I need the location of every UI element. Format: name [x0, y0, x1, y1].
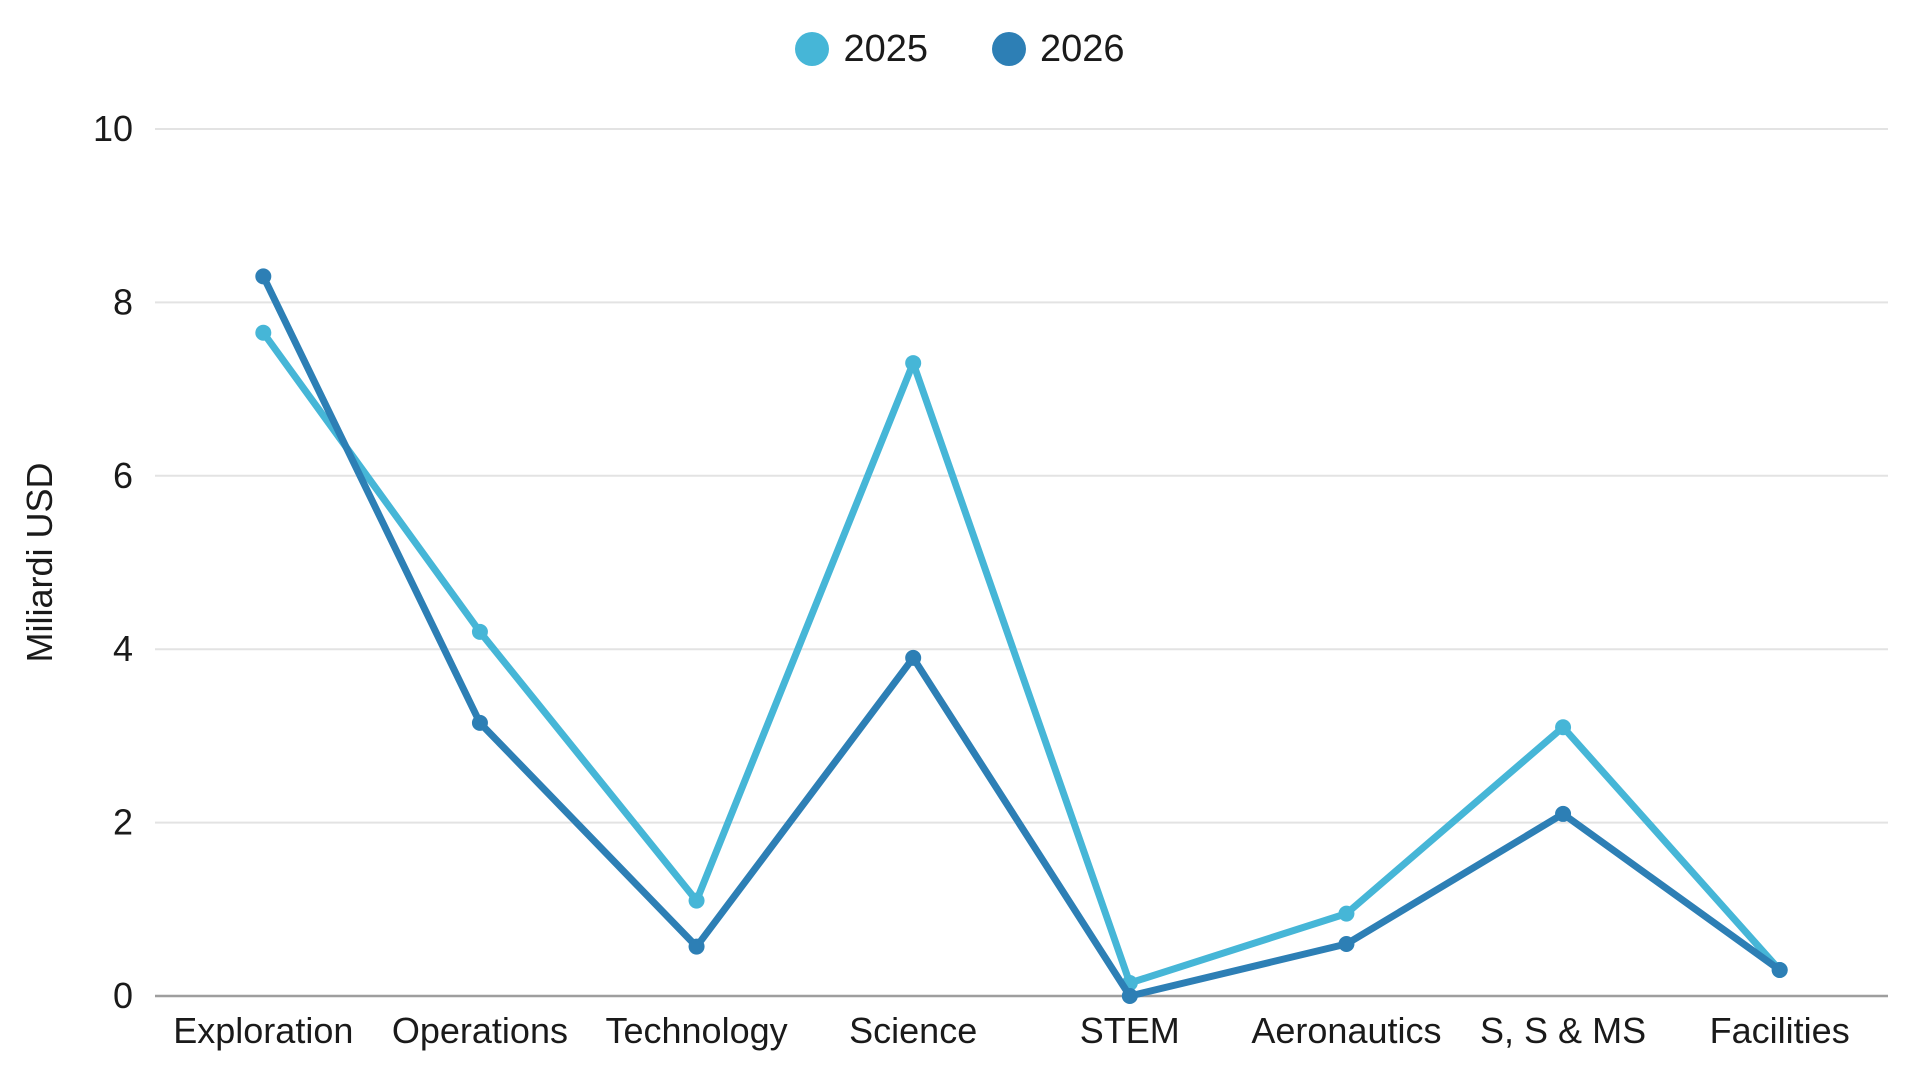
x-tick-label: Technology: [605, 1010, 787, 1051]
data-point-2026-6[interactable]: [1555, 805, 1572, 822]
data-point-2026-0[interactable]: [255, 268, 272, 285]
data-point-2025-1[interactable]: [471, 623, 488, 640]
x-tick-label: Aeronautics: [1251, 1010, 1441, 1051]
data-point-2026-5[interactable]: [1338, 935, 1355, 952]
x-tick-label: Facilities: [1710, 1010, 1850, 1051]
data-point-2025-6[interactable]: [1555, 719, 1572, 736]
x-tick-label: S, S & MS: [1480, 1010, 1646, 1051]
x-tick-label: Operations: [392, 1010, 568, 1051]
y-tick-label: 8: [113, 281, 133, 322]
x-tick-label: Exploration: [173, 1010, 353, 1051]
x-tick-label: Science: [849, 1010, 977, 1051]
y-tick-label: 2: [113, 802, 133, 843]
data-point-2026-2[interactable]: [688, 938, 705, 955]
data-point-2025-2[interactable]: [688, 892, 705, 909]
series-line-2026: [259, 272, 1784, 1000]
data-point-2025-3[interactable]: [905, 355, 922, 372]
data-point-2025-0[interactable]: [255, 324, 272, 341]
chart-legend: 2025 2026: [0, 30, 1920, 68]
legend-swatch-2025-icon: [795, 32, 830, 66]
y-tick-label: 4: [113, 628, 133, 669]
series-line-2025: [259, 329, 1784, 987]
data-point-2026-7[interactable]: [1771, 961, 1788, 978]
data-point-2026-3[interactable]: [905, 649, 922, 666]
data-point-2025-5[interactable]: [1338, 905, 1355, 922]
legend-item-2026[interactable]: 2026: [992, 30, 1125, 68]
y-axis-title: Miliardi USD: [19, 462, 60, 662]
legend-swatch-2026-icon: [992, 32, 1026, 66]
legend-label-2025: 2025: [843, 28, 928, 70]
x-tick-label: STEM: [1080, 1010, 1180, 1051]
y-tick-label: 0: [113, 975, 133, 1016]
y-tick-label: 6: [113, 455, 133, 496]
legend-label-2026: 2026: [1040, 28, 1125, 70]
y-tick-label: 10: [93, 108, 133, 149]
data-point-2026-1[interactable]: [471, 714, 488, 731]
legend-item-2025[interactable]: 2025: [795, 30, 928, 68]
data-point-2026-4[interactable]: [1121, 988, 1138, 1004]
